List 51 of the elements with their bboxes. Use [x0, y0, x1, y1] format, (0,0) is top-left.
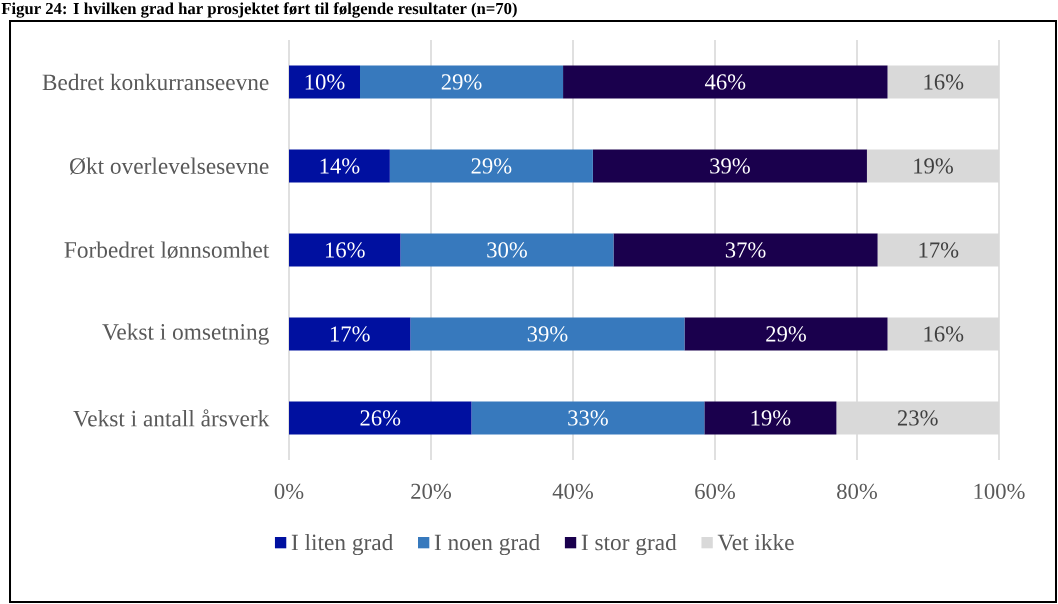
legend-label: I noen grad: [434, 533, 540, 556]
y-tick-label: Vekst i omsetning: [102, 323, 269, 345]
data-label: 17%: [919, 242, 959, 258]
data-label: 16%: [924, 326, 964, 342]
bar: [400, 233, 614, 267]
bar: [684, 317, 888, 351]
x-tick-label: 80%: [837, 483, 877, 500]
bar: [471, 401, 705, 435]
data-label: 33%: [568, 410, 608, 426]
data-label: 30%: [487, 242, 527, 258]
data-label: 29%: [471, 158, 512, 174]
bar: [563, 65, 888, 99]
data-label: 23%: [897, 410, 938, 426]
legend-label: Vet ikke: [717, 533, 794, 551]
bar: [289, 401, 472, 435]
data-label: 10%: [305, 74, 345, 90]
bar: [592, 149, 867, 183]
x-tick-label: 40%: [552, 483, 593, 500]
y-tick-label: Vekst i antall årsverk: [73, 409, 270, 427]
data-label: 19%: [914, 158, 953, 174]
data-label: 16%: [924, 74, 964, 90]
bar: [289, 233, 401, 267]
bar: [360, 65, 564, 99]
data-label: 39%: [710, 158, 750, 174]
x-tick-label: 20%: [411, 483, 451, 500]
bar: [410, 317, 685, 351]
bar: [289, 149, 390, 183]
data-label: 17%: [330, 326, 370, 342]
chart-title: Figur 24: I hvilken grad har prosjektet ført til følgende resultater (n=70): [1, 2, 517, 18]
data-label: 29%: [441, 74, 482, 90]
x-tick-label: 100%: [974, 483, 1025, 500]
x-tick-label: 60%: [695, 483, 735, 500]
y-tick-label: Bedret konkurranseevne: [42, 73, 269, 91]
legend-label: I liten grad: [291, 533, 394, 556]
legend-label: I stor grad: [581, 533, 677, 556]
data-label: 29%: [766, 326, 806, 342]
data-label: 16%: [325, 242, 365, 258]
bar: [289, 65, 360, 99]
bar: [389, 149, 593, 183]
data-label: 39%: [527, 326, 568, 342]
bar: [289, 317, 411, 351]
data-label: 14%: [320, 158, 360, 174]
data-label: 46%: [704, 74, 746, 90]
data-label: 37%: [725, 242, 766, 258]
y-tick-label: Forbedret lønnsomhet: [64, 241, 270, 259]
bar: [704, 401, 837, 435]
data-label: 19%: [751, 410, 791, 426]
data-label: 26%: [360, 410, 401, 426]
x-tick-label: 0%: [274, 483, 304, 500]
y-tick-label: Økt overlevelsesevne: [70, 157, 269, 175]
bar: [613, 233, 878, 267]
